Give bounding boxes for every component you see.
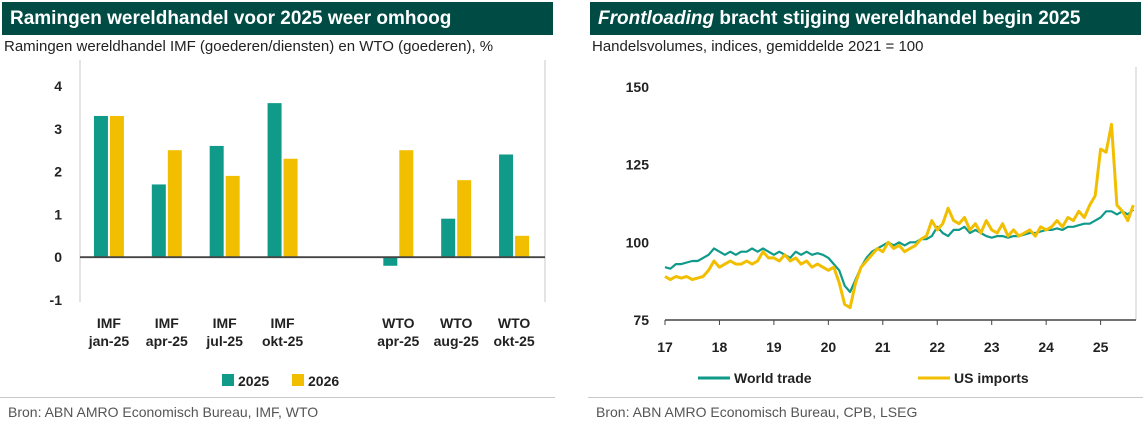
line-y-tick-label: 125 bbox=[626, 157, 650, 173]
bar-y-tick-label: 1 bbox=[54, 206, 62, 222]
bar-category-label-line1: WTO bbox=[382, 315, 415, 331]
bar-category-label-line1: WTO bbox=[498, 315, 531, 331]
bar-legend-label-2026: 2026 bbox=[308, 373, 339, 389]
line-series-us-imports bbox=[664, 122, 1135, 310]
bar-chart-title: Ramingen wereldhandel voor 2025 weer omh… bbox=[2, 2, 553, 35]
bar-2026-7 bbox=[515, 235, 530, 258]
bar-y-tick-label: 4 bbox=[54, 78, 62, 94]
bar-y-tick-label: 3 bbox=[54, 121, 62, 137]
line-chart-source: Bron: ABN AMRO Economisch Bureau, CPB, L… bbox=[596, 404, 918, 420]
bar-2025-5 bbox=[383, 257, 398, 266]
bar-y-tick-label: -1 bbox=[50, 292, 63, 308]
bar-chart-divider bbox=[0, 397, 555, 398]
line-y-tick-label: 75 bbox=[633, 312, 649, 328]
bar-chart-canvas: -1 0 1 2 3 4 IMF jan-25 IMF apr-25 IMF jul-25 IMF okt… bbox=[50, 60, 546, 389]
line-x-tick-label: 22 bbox=[929, 339, 945, 355]
line-x-tick-label: 19 bbox=[766, 339, 782, 355]
line-chart-title-rest: bracht stijging wereldhandel begin 2025 bbox=[714, 8, 1081, 29]
line-series-world-trade bbox=[664, 208, 1135, 294]
bar-chart-subtitle: Ramingen wereldhandel IMF (goederen/dien… bbox=[4, 38, 494, 55]
line-legend-label-us-imports: US imports bbox=[954, 370, 1029, 386]
bar-2026-0 bbox=[109, 115, 124, 258]
bar-category-label-line1: IMF bbox=[213, 315, 238, 331]
bar-category-label-line1: IMF bbox=[155, 315, 180, 331]
bar-legend-swatch-2025 bbox=[222, 374, 234, 386]
line-chart-divider bbox=[588, 397, 1143, 398]
bar-category-label-line2: okt-25 bbox=[493, 333, 534, 349]
bar-2026-6 bbox=[457, 180, 472, 258]
bar-2026-3 bbox=[283, 158, 298, 258]
line-chart-subtitle: Handelsvolumes, indices, gemiddelde 2021… bbox=[592, 38, 924, 55]
bar-category-label-line1: WTO bbox=[440, 315, 473, 331]
bar-category-label-line2: apr-25 bbox=[377, 333, 419, 349]
bar-category-label-line2: apr-25 bbox=[146, 333, 188, 349]
line-chart-title: Frontloading bracht stijging wereldhande… bbox=[590, 2, 1141, 35]
bar-legend-swatch-2026 bbox=[292, 374, 304, 386]
bar-2026-1 bbox=[167, 150, 182, 258]
line-y-tick-label: 150 bbox=[626, 79, 650, 95]
line-chart-title-emphasis: Frontloading bbox=[598, 8, 715, 29]
line-x-tick-label: 18 bbox=[712, 339, 728, 355]
bar-2025-2 bbox=[209, 145, 224, 258]
bar-2025-6 bbox=[441, 218, 456, 258]
line-x-tick-label: 21 bbox=[875, 339, 891, 355]
bar-y-tick-label: 0 bbox=[54, 249, 62, 265]
line-x-tick-label: 20 bbox=[821, 339, 837, 355]
bar-category-label-line2: aug-25 bbox=[434, 333, 479, 349]
line-x-tick-label: 23 bbox=[984, 339, 1000, 355]
bar-chart-source: Bron: ABN AMRO Economisch Bureau, IMF, W… bbox=[8, 404, 319, 420]
bar-2025-7 bbox=[499, 154, 514, 258]
line-y-tick-label: 100 bbox=[626, 234, 650, 250]
bar-category-label-line1: IMF bbox=[271, 315, 296, 331]
bar-legend-label-2025: 2025 bbox=[238, 373, 269, 389]
bar-category-label-line2: jan-25 bbox=[88, 333, 130, 349]
bar-2026-2 bbox=[225, 175, 240, 258]
bar-chart-panel: Ramingen wereldhandel voor 2025 weer omh… bbox=[0, 0, 555, 427]
line-chart-panel: Frontloading bracht stijging wereldhande… bbox=[588, 0, 1143, 427]
bar-2025-1 bbox=[151, 184, 166, 258]
line-legend-label-world-trade: World trade bbox=[734, 370, 812, 386]
line-x-tick-label: 25 bbox=[1093, 339, 1109, 355]
bar-category-label-line2: okt-25 bbox=[262, 333, 303, 349]
bar-2025-3 bbox=[267, 103, 282, 258]
bar-2026-5 bbox=[399, 150, 414, 258]
bar-category-label-line2: jul-25 bbox=[205, 333, 243, 349]
bar-2025-0 bbox=[93, 115, 108, 258]
line-chart-canvas: 75 100 125 150 17 18 19 20 21 22 23 24 25 World trade… bbox=[626, 67, 1137, 386]
bar-y-tick-label: 2 bbox=[54, 164, 62, 180]
line-x-tick-label: 17 bbox=[657, 339, 673, 355]
line-x-tick-label: 24 bbox=[1038, 339, 1054, 355]
bar-category-label-line1: IMF bbox=[97, 315, 122, 331]
